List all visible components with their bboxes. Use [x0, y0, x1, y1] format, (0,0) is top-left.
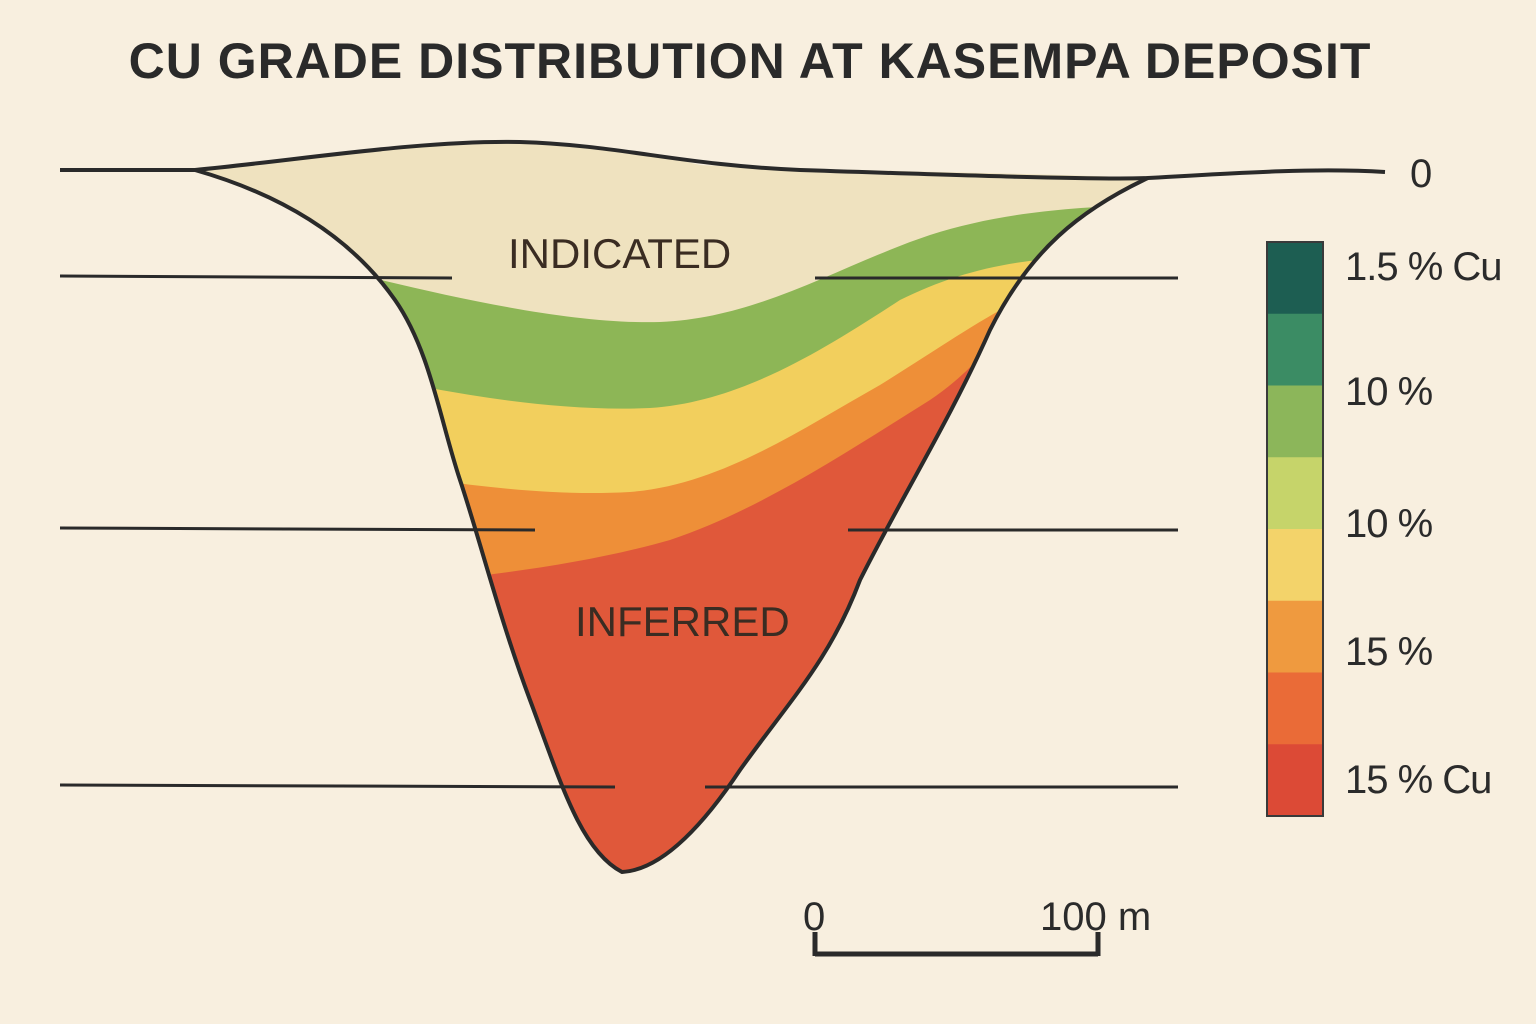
orebody-outline	[194, 168, 1149, 875]
legend-swatch-4	[1267, 457, 1323, 530]
diagram-title: CU GRADE DISTRIBUTION AT KASEMPA DEPOSIT	[128, 33, 1372, 89]
scale-bar	[812, 932, 1101, 957]
legend-swatch-2	[1267, 313, 1323, 386]
ground-surface	[60, 139, 1386, 181]
grade-legend-bar	[1267, 242, 1323, 817]
legend-swatch-6	[1267, 600, 1323, 673]
legend-swatch-7	[1267, 672, 1323, 745]
depth-lines	[59, 274, 1178, 789]
indicated-label: INDICATED	[508, 230, 732, 277]
legend-label-2: 10 %	[1345, 370, 1433, 414]
legend-swatch-3	[1267, 385, 1323, 458]
legend-label-5: 15 % Cu	[1345, 758, 1492, 802]
depth-zero-label: 0	[1410, 152, 1433, 196]
legend-swatch-8	[1267, 744, 1323, 817]
legend-label-3: 10 %	[1345, 502, 1433, 546]
grade-legend-frame	[1266, 241, 1324, 817]
scale-end-label: 100 m	[1040, 895, 1152, 939]
scale-start-label: 0	[803, 895, 826, 939]
legend-label-4: 15 %	[1345, 630, 1433, 674]
inferred-label: INFERRED	[575, 598, 790, 645]
legend-swatch-5	[1267, 529, 1323, 602]
legend-label-1: 1.5 % Cu	[1345, 245, 1503, 289]
legend-swatch-1	[1267, 242, 1323, 315]
